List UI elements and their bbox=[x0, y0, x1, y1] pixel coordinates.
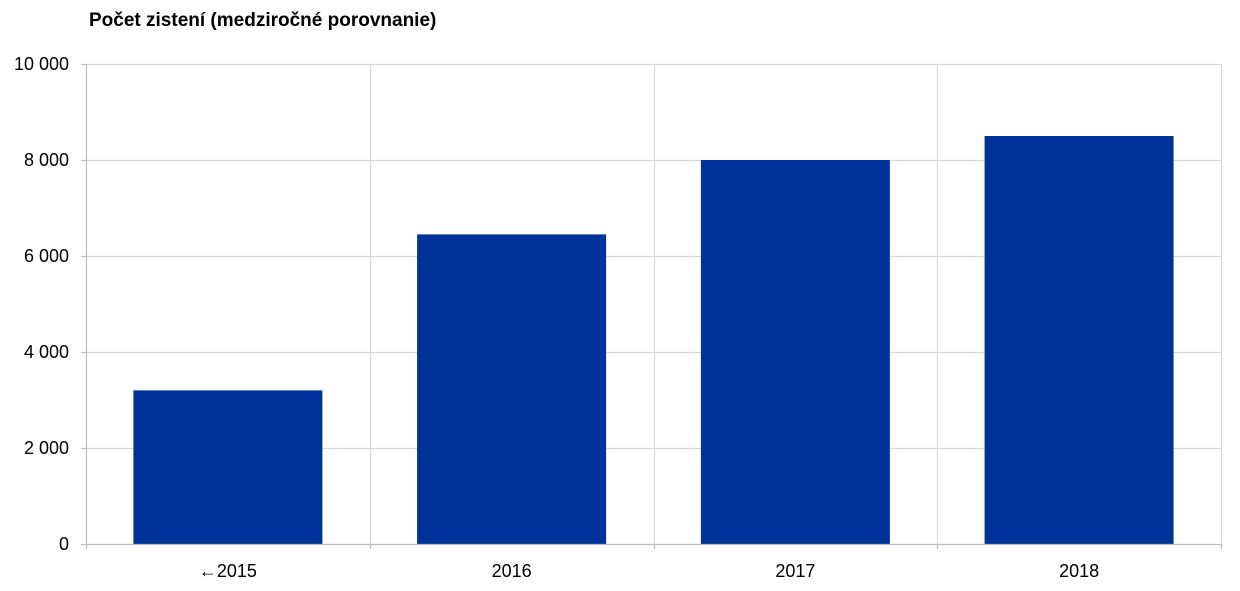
chart-title: Počet zistení (medziročné porovnanie) bbox=[89, 10, 437, 31]
axes bbox=[81, 63, 1223, 549]
y-tick-label: 8 000 bbox=[24, 150, 69, 170]
y-tick-label: 0 bbox=[59, 534, 69, 554]
x-tick-label: 2016 bbox=[492, 561, 532, 581]
y-tick-label: 2 000 bbox=[24, 438, 69, 458]
y-tick-label: 6 000 bbox=[24, 246, 69, 266]
bar bbox=[133, 390, 323, 544]
x-tick-label: 2018 bbox=[1059, 561, 1099, 581]
y-tick-label: 4 000 bbox=[24, 342, 69, 362]
bar bbox=[984, 136, 1174, 544]
bar bbox=[700, 160, 890, 544]
x-tick-label: 2017 bbox=[775, 561, 815, 581]
y-tick-label: 10 000 bbox=[14, 54, 69, 74]
x-tick-label: ←2015 bbox=[199, 561, 257, 581]
bar bbox=[417, 234, 607, 544]
bars bbox=[133, 136, 1174, 544]
x-tick-labels: ←2015 2016 2017 2018 bbox=[199, 561, 1099, 581]
y-tick-labels: 0 2 000 4 000 6 000 8 000 10 000 bbox=[14, 54, 69, 554]
